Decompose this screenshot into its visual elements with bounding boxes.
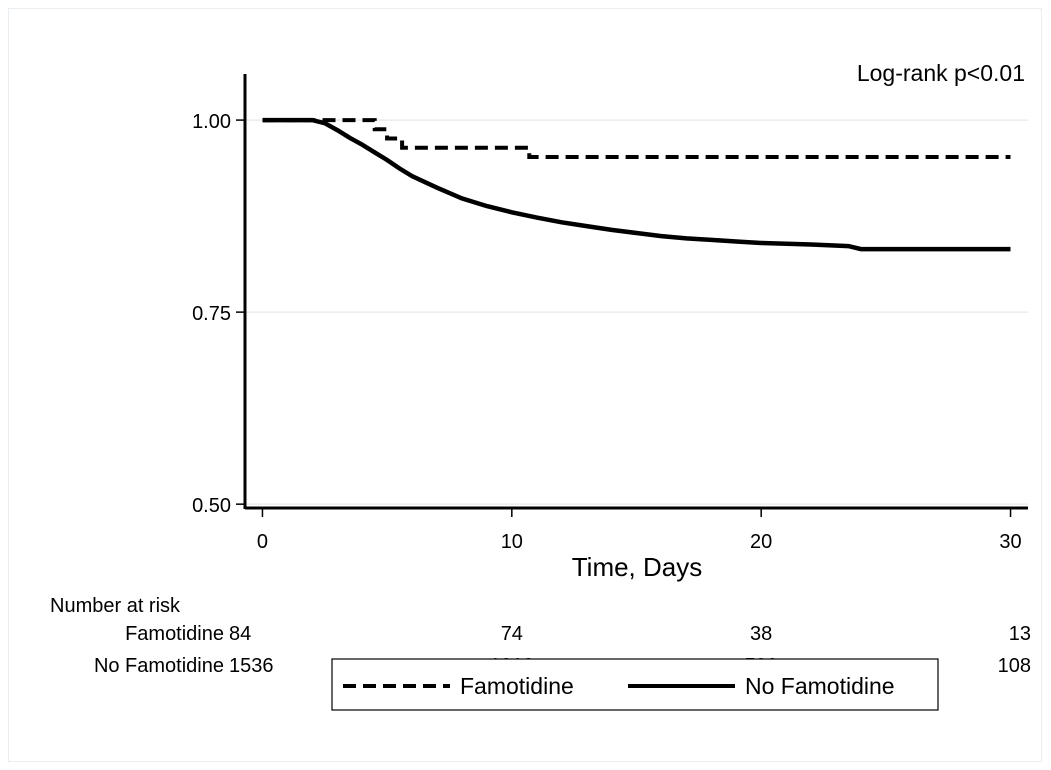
- legend-label-no-famotidine: No Famotidine: [745, 673, 895, 699]
- x-axis-title: Time, Days: [572, 552, 703, 582]
- series-line-famotidine: [262, 118, 1011, 159]
- legend-label-famotidine: Famotidine: [460, 673, 574, 699]
- series-line-no-famotidine: [262, 117, 1011, 252]
- annotation-logrank: Log-rank p<0.01: [857, 60, 1025, 86]
- risk-value-0-3: 13: [1009, 623, 1031, 645]
- risk-table-title: Number at risk: [50, 595, 181, 617]
- y-tick-label-0: 0.50: [192, 495, 231, 517]
- risk-value-0-1: 74: [501, 623, 523, 645]
- x-tick-label-0: 0: [257, 531, 268, 553]
- x-tick-label-3: 30: [999, 531, 1021, 553]
- x-tick-label-2: 20: [750, 531, 772, 553]
- survival-curves: [262, 117, 1011, 252]
- legend: Famotidine No Famotidine: [331, 658, 939, 711]
- risk-row-label-1: No Famotidine: [94, 655, 224, 677]
- risk-value-0-0: 84: [229, 623, 251, 645]
- y-tick-label-1: 0.75: [192, 303, 231, 325]
- risk-value-0-2: 38: [750, 623, 772, 645]
- x-tick-label-1: 10: [501, 531, 523, 553]
- axis-ticks: 0.50 0.75 1.00 0 10 20 30: [192, 111, 1022, 553]
- risk-value-1-3: 108: [998, 655, 1031, 677]
- gridlines: [245, 119, 1028, 505]
- risk-value-1-0: 1536: [229, 655, 274, 677]
- y-tick-label-2: 1.00: [192, 111, 231, 133]
- chart-frame: [8, 8, 1042, 762]
- axes: [243, 74, 1028, 510]
- risk-row-label-0: Famotidine: [125, 623, 224, 645]
